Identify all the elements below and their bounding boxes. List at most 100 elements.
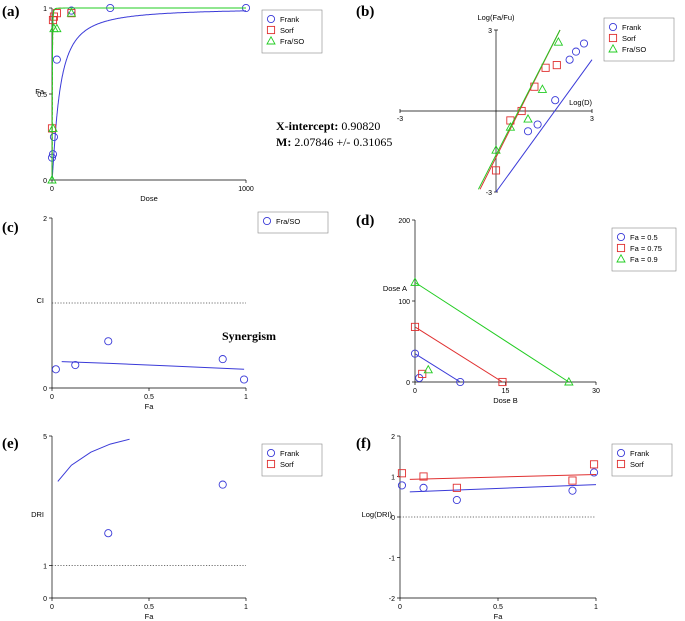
isobole-line-fa-0-5: [414, 353, 461, 383]
y-tick-label: 1: [43, 6, 47, 13]
data-point-frank: [565, 55, 574, 64]
x-tick-label: 30: [592, 388, 600, 395]
legend-box: [603, 17, 675, 62]
data-point-sorf: [541, 63, 550, 72]
data-point-fra-so: [240, 375, 249, 384]
y-tick-label: 0: [43, 386, 47, 393]
isobole-line-fa-0-9: [414, 281, 570, 383]
y-tick-label: 0.5: [37, 92, 47, 99]
legend-entry: Sorf: [630, 460, 645, 469]
data-point-frank: [49, 132, 58, 142]
legend: Fra/SO: [257, 211, 329, 234]
panel-label-b: (b): [356, 4, 374, 20]
data-point-sorf: [552, 61, 561, 70]
legend-marker: [616, 448, 626, 458]
x-tick-label: 1: [594, 604, 598, 611]
legend-entry: Fra/SO: [276, 217, 300, 226]
data-point-fra-so: [51, 365, 60, 374]
x-tick-label: 1000: [238, 186, 254, 193]
y-axis-label: CI: [37, 296, 45, 305]
data-point-fra-so: [505, 122, 516, 131]
y-tick-label: 5: [43, 434, 47, 441]
data-point-frank: [589, 468, 599, 477]
panel-label-a: (a): [2, 4, 20, 20]
legend-marker: [266, 459, 276, 469]
legend-marker: [616, 459, 626, 469]
y-axis-label: Fa: [35, 87, 45, 96]
legend-entry: Sorf: [622, 34, 637, 43]
x-tick-label: 0: [50, 394, 54, 401]
y-tick-label: 1: [43, 564, 47, 571]
y-tick-label: 200: [398, 218, 410, 225]
x-tick-label: 0.5: [144, 604, 154, 611]
data-point-fra-so: [71, 360, 80, 370]
data-point-fra-so: [52, 23, 62, 33]
data-point-fra-so: [48, 123, 58, 132]
legend-box: [261, 9, 323, 54]
chart-panel-f: 0 0.5 1 -2 -1 0 1 2 Fa Log(DRI) Frank Sorf: [362, 434, 673, 621]
y-axis-label: Log(Fa/Fu): [477, 13, 515, 22]
data-point-frank: [452, 495, 461, 505]
y-tick-label: 2: [391, 434, 395, 441]
m-label: M:: [276, 135, 291, 149]
panel-label-e: (e): [2, 436, 19, 452]
x-tick-label: 15: [502, 388, 510, 395]
legend-marker: [266, 25, 276, 35]
chart-panel-a: 0 1000 0 0.5 1 Dose Fa Frank Sorf Fra/SO: [35, 3, 323, 203]
data-point-sorf: [419, 472, 428, 481]
data-point-fa-0-9: [410, 277, 420, 286]
data-point-fra-so: [537, 84, 548, 93]
y-tick-label: 3: [488, 28, 492, 35]
data-point-frank: [579, 39, 589, 48]
x-tick-label: 0: [413, 388, 417, 395]
panel-label-c: (c): [2, 220, 19, 236]
data-point-fra-so: [523, 113, 533, 123]
x-tick-label: -3: [397, 116, 403, 123]
legend: Frank Sorf Fra/SO: [603, 17, 675, 62]
legend-marker: [262, 216, 272, 226]
legend: Frank Sorf: [261, 443, 323, 477]
data-point-frank: [571, 47, 581, 56]
y-axis-label: Dose A: [383, 284, 407, 293]
data-point-sorf: [568, 476, 577, 485]
legend-box: [611, 227, 677, 272]
data-point-frank: [104, 529, 113, 538]
x-tick-label: 0: [398, 604, 402, 611]
data-point-sorf: [397, 469, 407, 478]
x-axis-label: Fa: [145, 402, 155, 411]
x-tick-label: 0: [50, 604, 54, 611]
series-line-fra-so: [477, 29, 561, 190]
legend-entry: Frank: [280, 449, 299, 458]
y-tick-label: 2: [43, 216, 47, 223]
m-annotation: M: 2.07846 +/- 0.31065: [276, 135, 392, 149]
x-tick-label: 3: [590, 116, 594, 123]
data-point-frank: [48, 150, 58, 159]
data-point-frank: [523, 127, 533, 136]
x-intercept-annotation: X-intercept: 0.90820: [276, 119, 380, 133]
data-point-fa-0-5: [456, 377, 465, 387]
panel-label-f: (f): [356, 436, 371, 452]
data-point-fa-0-5: [410, 349, 420, 358]
legend-marker: [266, 35, 276, 45]
legend-marker: [608, 22, 618, 32]
legend-entry: Fra/SO: [622, 45, 646, 54]
data-point-fa-0-75: [498, 377, 507, 387]
x-axis-label: Log(D): [569, 98, 592, 107]
series-line-frank: [495, 59, 593, 193]
data-point-sorf: [491, 166, 501, 175]
data-point-frank: [218, 480, 227, 489]
x-axis-label: Dose B: [493, 396, 518, 405]
y-tick-label: -2: [389, 596, 395, 603]
legend-entry: Fa = 0.75: [630, 244, 662, 253]
data-point-frank: [419, 483, 428, 492]
x-tick-label: 1: [244, 604, 248, 611]
x-intercept-value: 0.90820: [338, 119, 380, 133]
data-point-fa-0-9: [423, 364, 434, 374]
data-point-fra-so: [553, 37, 564, 46]
data-point-fra-so: [66, 8, 77, 17]
data-point-frank: [568, 486, 577, 495]
legend: Fa = 0.5 Fa = 0.75 Fa = 0.9: [611, 227, 677, 272]
legend: Frank Sorf: [611, 443, 673, 477]
legend-entry: Fa = 0.5: [630, 233, 658, 242]
